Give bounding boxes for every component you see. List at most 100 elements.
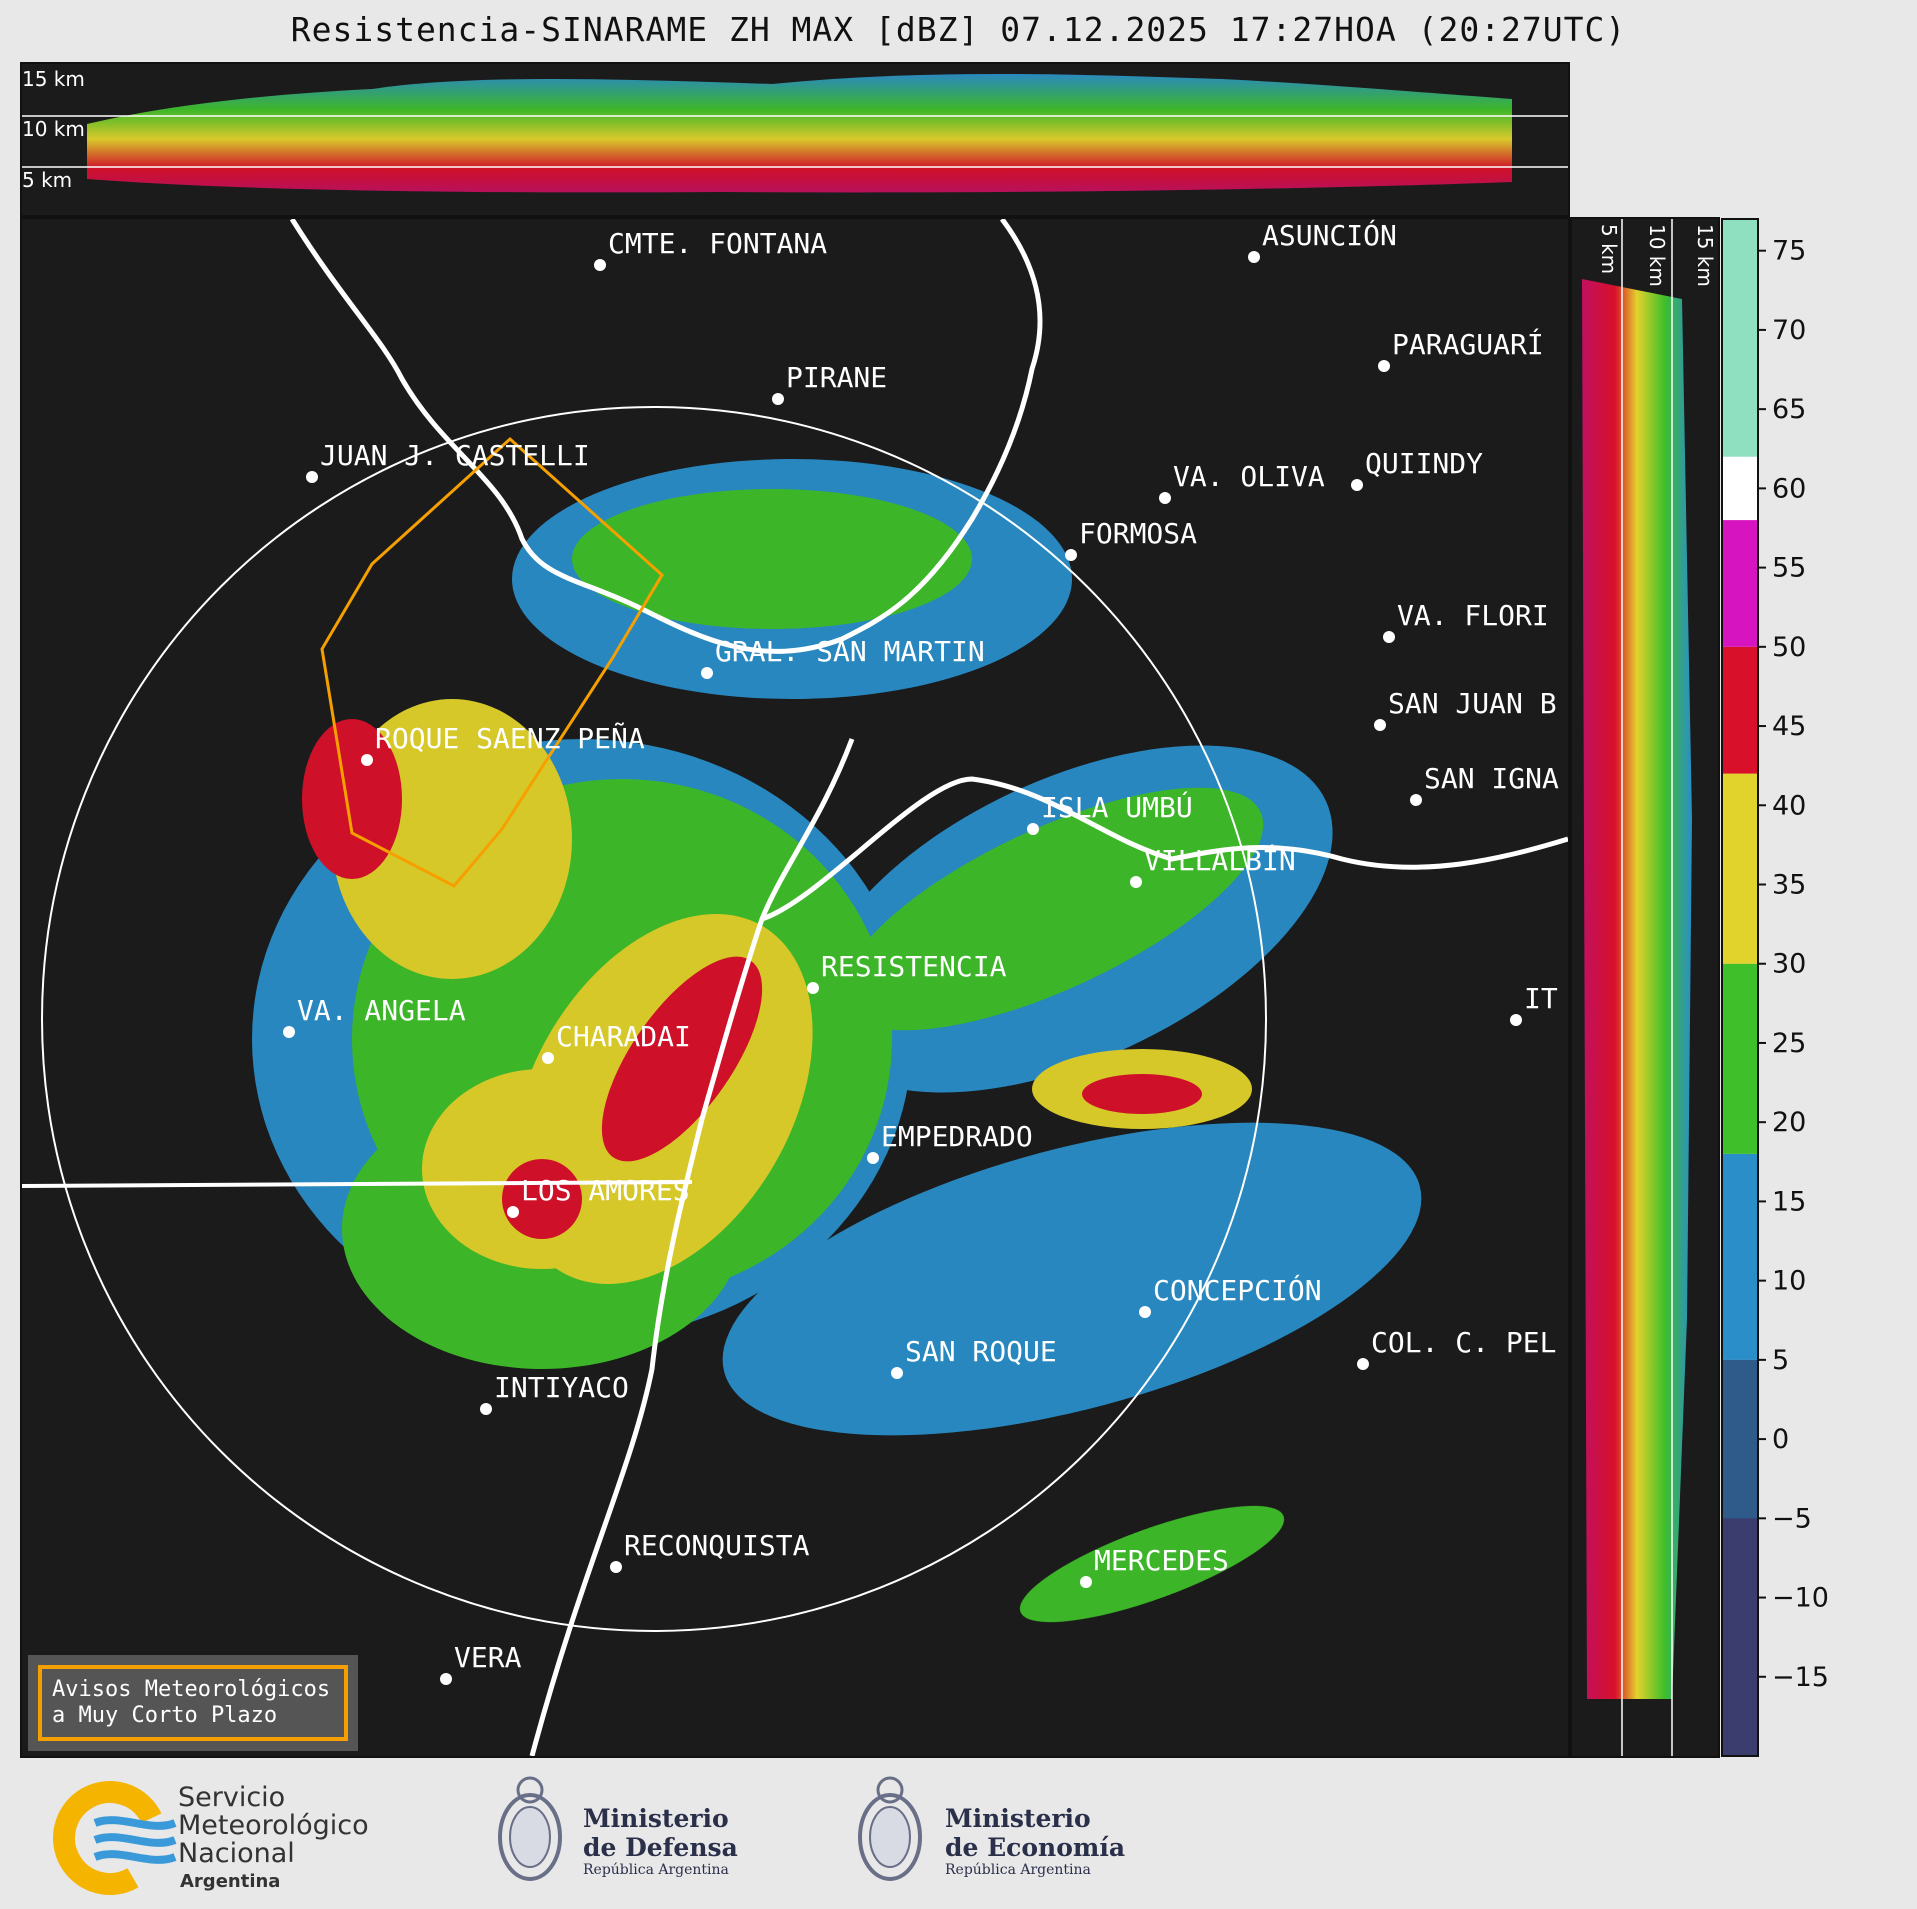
city-label: ROQUE SAENZ PEÑA [375, 721, 645, 755]
map-title: Resistencia-SINARAME ZH MAX [dBZ] 07.12.… [290, 10, 1627, 49]
city-label: JUAN J. CASTELLI [320, 439, 590, 472]
smn-line-1: Servicio [178, 1782, 286, 1813]
colorbar-band [1722, 520, 1758, 647]
colorbar-tick-label: 10 [1772, 1266, 1806, 1297]
city-label: INTIYACO [494, 1371, 629, 1404]
city-marker [1357, 1358, 1369, 1370]
colorbar-tick-label: 50 [1772, 632, 1806, 663]
river-parana [529, 738, 855, 1756]
city-marker [1065, 549, 1077, 561]
city-marker [361, 754, 373, 766]
city-marker [891, 1367, 903, 1379]
defensa-line-1: Ministerio [583, 1804, 729, 1833]
side-echo-profile [1582, 279, 1692, 1699]
colorbar-tick-label: 70 [1772, 315, 1806, 346]
colorbar-band [1722, 963, 1758, 1154]
colorbar-tick-label: 55 [1772, 553, 1806, 584]
city-marker [507, 1206, 519, 1218]
city-marker [610, 1561, 622, 1573]
colorbar-tick-label: 20 [1772, 1107, 1806, 1138]
colorbar-tick-label: 0 [1772, 1424, 1789, 1455]
colorbar-band [1722, 1359, 1758, 1519]
defensa-seal-icon [498, 1776, 562, 1881]
economia-seal-icon [858, 1776, 922, 1881]
city-label: ISLA UMBÚ [1041, 790, 1193, 824]
colorbar-band [1722, 1153, 1758, 1360]
colorbar-band [1722, 456, 1758, 521]
warning-polygon [320, 436, 664, 888]
footer: Servicio Meteorológico Nacional Argentin… [0, 1758, 1917, 1909]
defensa-line-3: República Argentina [583, 1862, 729, 1878]
city-label: SAN JUAN B [1388, 687, 1557, 720]
city-marker [701, 667, 713, 679]
top-label-5km: 5 km [22, 168, 72, 192]
city-marker [306, 471, 318, 483]
smn-line-4: Argentina [180, 1871, 281, 1892]
city-marker [1139, 1306, 1151, 1318]
radar-echoes [252, 459, 1422, 1623]
radar-map-svg: CMTE. FONTANA ASUNCIÓN PIRANE PARAGUARÍ JUAN… [22, 219, 1568, 1756]
warning-line-1: Avisos Meteorológicos [52, 1677, 331, 1702]
city-label: ASUNCIÓN [1262, 219, 1397, 252]
city-marker [867, 1152, 879, 1164]
colorbar-tick-label: −5 [1772, 1503, 1812, 1534]
side-cross-section-svg: 5 km 10 km 15 km [1582, 219, 1717, 1756]
city-label: VILLALBÍN [1144, 843, 1296, 877]
smn-line-2: Meteorológico [178, 1810, 369, 1841]
city-label: SAN ROQUE [905, 1335, 1057, 1368]
radar-map-panel: CMTE. FONTANA ASUNCIÓN PIRANE PARAGUARÍ JUAN… [20, 217, 1570, 1758]
smn-line-3: Nacional [178, 1838, 295, 1869]
smn-logo-icon [53, 1781, 177, 1895]
city-label: PARAGUARÍ [1392, 327, 1544, 361]
economia-line-2: de Economía [945, 1833, 1126, 1862]
city-label: IT [1524, 982, 1558, 1015]
city-label: CHARADAI [556, 1020, 691, 1053]
city-label: GRAL. SAN MARTIN [715, 635, 985, 668]
colorbar-tick-label: −10 [1772, 1583, 1829, 1614]
city-marker [1374, 719, 1386, 731]
city-marker [1248, 251, 1260, 263]
top-echo-profile [87, 74, 1512, 193]
colorbar-band [1722, 646, 1758, 774]
river-paraguay [289, 219, 1043, 654]
colorbar-tick-label: 30 [1772, 949, 1806, 980]
city-marker [1351, 479, 1363, 491]
economia-line-3: República Argentina [945, 1862, 1091, 1878]
city-marker [1378, 360, 1390, 372]
city-marker [440, 1673, 452, 1685]
side-label-5km: 5 km [1597, 224, 1621, 274]
range-ring [41, 406, 1267, 1632]
colorbar-tick-label: 35 [1772, 870, 1806, 901]
city-label: SAN IGNA [1424, 762, 1559, 795]
city-layer: CMTE. FONTANA ASUNCIÓN PIRANE PARAGUARÍ JUAN… [283, 219, 1559, 1685]
city-marker [480, 1403, 492, 1415]
province-border [22, 1180, 693, 1188]
colorbar-rects [1722, 219, 1758, 1756]
colorbar-tick-label: 60 [1772, 473, 1806, 504]
city-label: QUIINDY [1365, 447, 1483, 480]
city-label: CMTE. FONTANA [608, 227, 827, 260]
city-label: VA. FLORI [1397, 599, 1549, 632]
economia-line-1: Ministerio [945, 1804, 1091, 1833]
side-label-10km: 10 km [1645, 224, 1669, 287]
city-label: VERA [454, 1641, 522, 1674]
colorbar-band [1722, 219, 1758, 457]
city-label: MERCEDES [1094, 1544, 1229, 1577]
city-marker [1383, 631, 1395, 643]
city-marker [1130, 876, 1142, 888]
city-label: RECONQUISTA [624, 1529, 810, 1562]
colorbar-tick-label: 15 [1772, 1186, 1806, 1217]
colorbar-tick-label: −15 [1772, 1662, 1829, 1693]
city-marker [283, 1026, 295, 1038]
city-marker [807, 982, 819, 994]
city-marker [772, 393, 784, 405]
city-marker [542, 1052, 554, 1064]
colorbar-band [1722, 773, 1758, 964]
city-label: FORMOSA [1079, 517, 1197, 550]
colorbar-tick-label: 75 [1772, 236, 1806, 267]
top-cross-section-panel: 15 km 10 km 5 km [20, 62, 1570, 217]
city-label: LOS AMORES [521, 1174, 690, 1207]
city-label: PIRANE [786, 361, 887, 394]
city-label: RESISTENCIA [821, 950, 1007, 983]
